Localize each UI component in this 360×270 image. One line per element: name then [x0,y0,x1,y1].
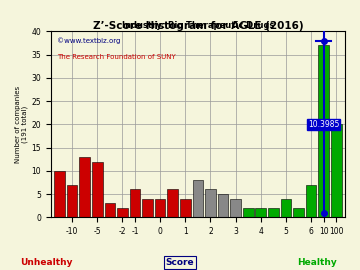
Bar [142,199,153,217]
Bar [268,208,279,217]
Bar [54,171,65,217]
Bar [104,203,115,217]
Bar [306,185,316,217]
Text: Score: Score [166,258,194,267]
Bar [218,194,228,217]
Bar [293,208,304,217]
Bar [331,124,342,217]
Bar [255,208,266,217]
Bar [92,162,103,217]
Bar [280,199,291,217]
Bar [230,199,241,217]
Bar [318,45,329,217]
Bar [67,185,77,217]
Text: 10.3985: 10.3985 [308,120,339,129]
Text: Healthy: Healthy [297,258,337,267]
Bar [193,180,203,217]
Title: Z’-Score Histogram for AGLE (2016): Z’-Score Histogram for AGLE (2016) [93,22,303,32]
Bar [155,199,166,217]
Bar [243,208,253,217]
Text: Unhealthy: Unhealthy [21,258,73,267]
Y-axis label: Number of companies
(191 total): Number of companies (191 total) [15,86,28,163]
Bar [180,199,191,217]
Bar [205,190,216,217]
Bar [167,190,178,217]
Text: The Research Foundation of SUNY: The Research Foundation of SUNY [57,54,175,60]
Text: ©www.textbiz.org: ©www.textbiz.org [57,37,120,44]
Bar [79,157,90,217]
Text: Industry: Bio Therapeutic Drugs: Industry: Bio Therapeutic Drugs [122,21,274,30]
Bar [117,208,128,217]
Bar [130,190,140,217]
